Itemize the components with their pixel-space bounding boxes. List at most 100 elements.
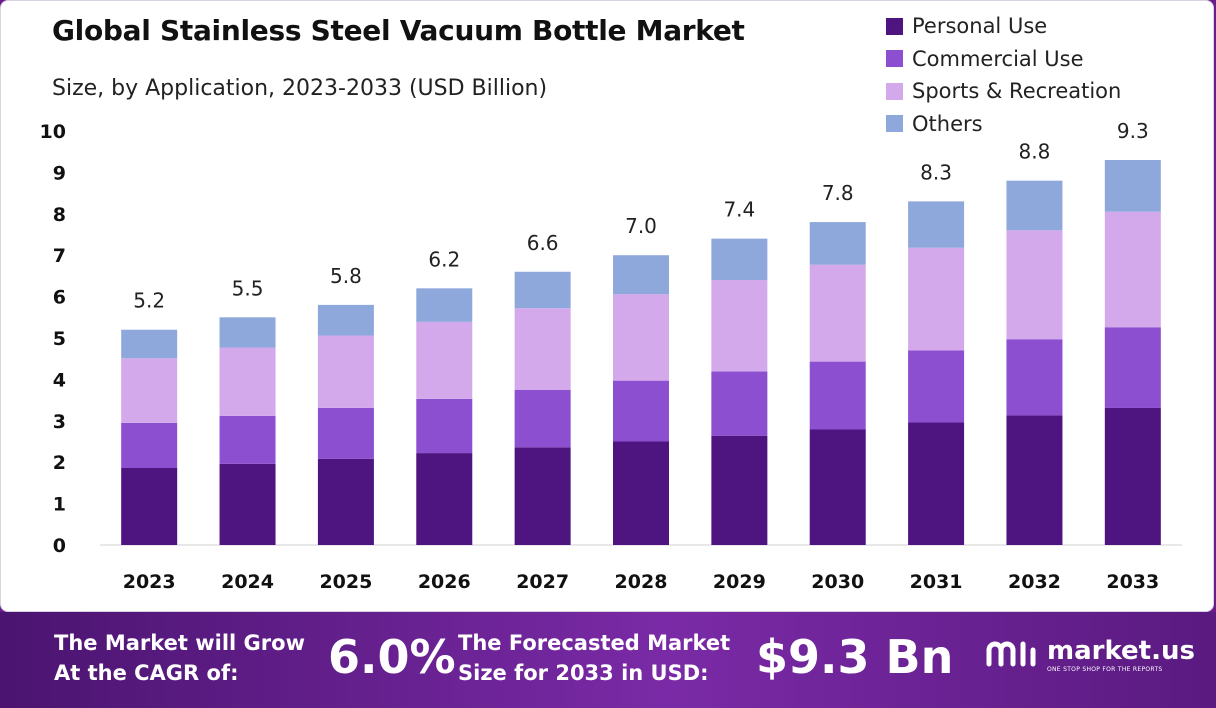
bar-segment-commercial-use: [1006, 339, 1063, 416]
forecast-label-line2: Size for 2033 in USD:: [458, 661, 709, 685]
bar-segment-others: [613, 255, 669, 295]
bar-segment-sports-recreation: [908, 247, 965, 351]
y-tick-label: 9: [53, 162, 66, 184]
bar-segment-sports-recreation: [416, 321, 473, 399]
bar-segment-sports-recreation: [317, 335, 374, 408]
bar-segment-others: [908, 201, 965, 248]
bar-total-label: 6.6: [527, 231, 559, 255]
summary-banner: The Market will Grow At the CAGR of: 6.0…: [0, 612, 1216, 708]
bar-segment-sports-recreation: [514, 308, 571, 390]
bar-segment-sports-recreation: [121, 358, 178, 423]
legend-item-sports-recreation: Sports & Recreation: [886, 75, 1121, 108]
forecast-label: The Forecasted Market Size for 2033 in U…: [458, 628, 730, 688]
bar-segment-personal-use: [1006, 415, 1063, 545]
forecast-value: $9.3 Bn: [756, 630, 954, 684]
bar-segment-others: [711, 238, 768, 281]
bar-segment-commercial-use: [416, 398, 473, 454]
y-tick-label: 10: [40, 121, 66, 143]
bar-segment-commercial-use: [317, 407, 374, 459]
legend-label: Sports & Recreation: [912, 79, 1122, 104]
bar-total-label: 7.0: [625, 214, 657, 238]
legend: Personal Use Commercial Use Sports & Rec…: [886, 10, 1121, 140]
bar-segment-personal-use: [613, 441, 669, 545]
bar-segment-personal-use: [317, 458, 374, 545]
x-tick-label: 2029: [713, 571, 766, 593]
bar-total-label: 7.8: [822, 181, 854, 205]
y-tick-label: 8: [53, 204, 66, 226]
legend-swatch: [886, 82, 903, 100]
bar-total-label: 8.3: [920, 160, 952, 184]
cagr-value: 6.0%: [328, 630, 456, 684]
bar-total-label: 6.2: [428, 247, 460, 271]
y-tick-label: 3: [53, 411, 66, 433]
bar-total-label: 9.3: [1117, 119, 1149, 143]
cagr-label-line1: The Market will Grow: [54, 631, 305, 655]
y-tick-label: 6: [53, 287, 66, 309]
x-tick-label: 2025: [319, 571, 372, 593]
bar-segment-sports-recreation: [711, 280, 768, 372]
legend-label: Personal Use: [912, 14, 1048, 39]
cagr-label-line2: At the CAGR of:: [54, 661, 239, 685]
x-tick-label: 2027: [516, 571, 569, 593]
market-us-logo[interactable]: market.us ONE STOP SHOP FOR THE REPORTS: [985, 634, 1195, 674]
bar-total-label: 5.8: [330, 264, 362, 288]
bar-segment-personal-use: [219, 463, 276, 545]
bar-total-label: 5.5: [232, 276, 264, 300]
stacked-bar-chart: 0 1 2 3 4 5 6 7 8 9 10 5.2 2023 5.5 2024 5.8 2025 6.2 2026…: [40, 119, 1182, 593]
logo-tagline: ONE STOP SHOP FOR THE REPORTS: [1047, 665, 1163, 673]
logo-name: market.us: [1047, 635, 1195, 666]
legend-label: Commercial Use: [912, 46, 1084, 71]
y-tick-label: 4: [53, 369, 66, 391]
legend-item-commercial-use: Commercial Use: [886, 43, 1121, 76]
y-tick-label: 0: [53, 535, 66, 557]
x-tick-label: 2030: [811, 571, 864, 593]
x-tick-label: 2033: [1106, 571, 1159, 593]
forecast-label-line1: The Forecasted Market: [458, 631, 731, 655]
chart-title: Global Stainless Steel Vacuum Bottle Mar…: [52, 14, 745, 47]
bar-segment-commercial-use: [1104, 327, 1161, 408]
bar-segment-commercial-use: [613, 380, 669, 442]
x-tick-label: 2028: [615, 571, 668, 593]
bar-segment-sports-recreation: [809, 264, 866, 362]
bar-segment-sports-recreation: [219, 347, 276, 416]
x-tick-label: 2023: [123, 571, 176, 593]
legend-item-personal-use: Personal Use: [886, 10, 1121, 43]
bar-segment-personal-use: [908, 422, 965, 545]
legend-swatch: [886, 50, 903, 68]
bar-total-label: 8.8: [1019, 140, 1051, 164]
x-tick-label: 2026: [418, 571, 471, 593]
bar-segment-commercial-use: [711, 371, 768, 436]
chart-subtitle: Size, by Application, 2023-2033 (USD Bil…: [52, 76, 548, 101]
bar-segment-others: [514, 271, 571, 309]
y-tick-label: 7: [53, 245, 66, 267]
legend-swatch: [886, 17, 903, 35]
bar-segment-sports-recreation: [1104, 211, 1161, 328]
bar-segment-personal-use: [1104, 407, 1161, 545]
bar-segment-sports-recreation: [1006, 230, 1063, 340]
bar-segment-personal-use: [809, 429, 866, 545]
bar-segment-sports-recreation: [613, 294, 669, 381]
legend-label: Others: [912, 111, 983, 136]
bar-segment-personal-use: [514, 447, 571, 545]
bar-segment-others: [809, 222, 866, 265]
y-tick-label: 1: [53, 494, 66, 516]
bar-total-label: 7.4: [723, 198, 755, 222]
bar-segment-others: [219, 317, 276, 348]
x-tick-label: 2032: [1008, 571, 1061, 593]
bar-segment-others: [416, 288, 473, 322]
y-tick-label: 5: [53, 328, 66, 350]
bar-segment-others: [1006, 180, 1063, 231]
bar-segment-commercial-use: [121, 422, 178, 468]
legend-swatch: [886, 115, 903, 133]
bar-segment-personal-use: [416, 453, 473, 545]
bar-segment-personal-use: [121, 467, 178, 545]
bar-total-label: 5.2: [133, 289, 165, 313]
bar-segment-commercial-use: [908, 350, 965, 423]
cagr-label: The Market will Grow At the CAGR of:: [54, 628, 305, 688]
x-tick-label: 2031: [910, 571, 963, 593]
bar-segment-personal-use: [711, 435, 768, 545]
bar-segment-commercial-use: [219, 415, 276, 464]
legend-item-others: Others: [886, 108, 1121, 141]
bar-segment-others: [1104, 159, 1161, 212]
y-tick-label: 2: [53, 452, 66, 474]
